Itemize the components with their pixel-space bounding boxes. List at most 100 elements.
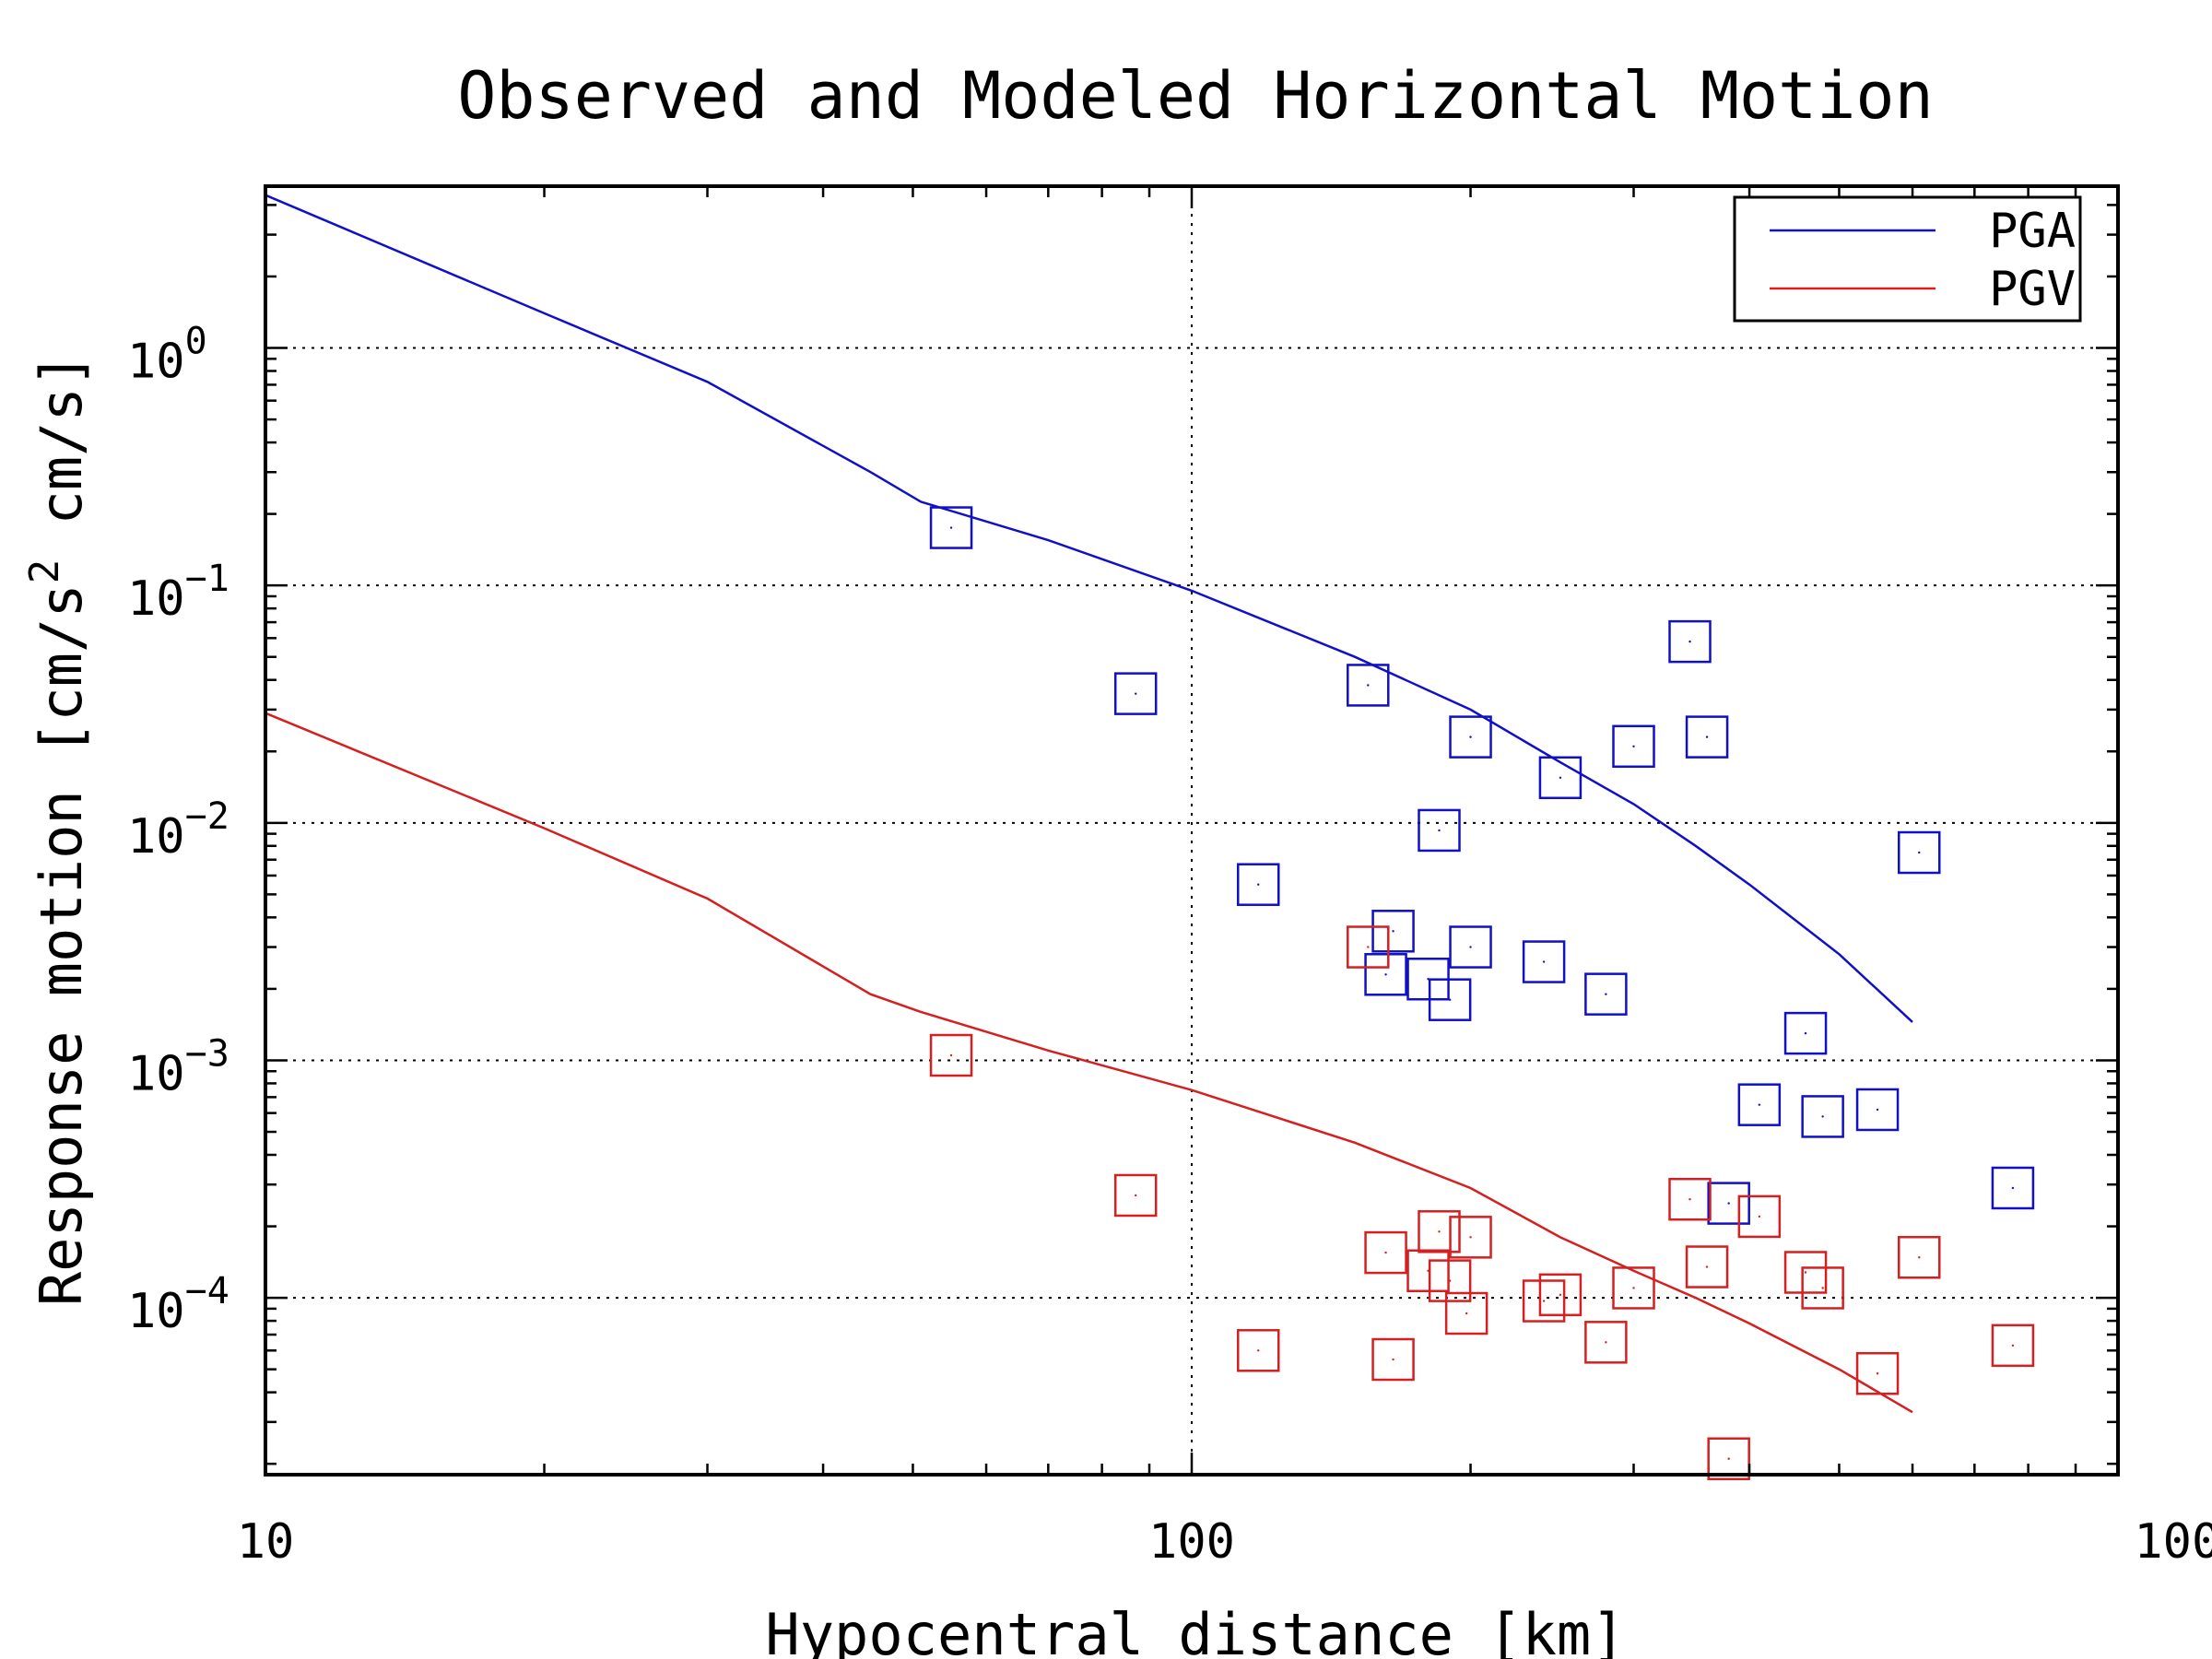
pga-observed-point [1364, 953, 1407, 996]
pga-observed-point-center [1632, 745, 1635, 748]
x-tick-label: 1000 [2134, 1514, 2212, 1570]
y-tick-label: 10−4 [127, 1270, 229, 1339]
pgv-observed-point-center [1257, 1349, 1260, 1352]
pgv-observed-point [1418, 1210, 1461, 1253]
pgv-observed-point-center [1448, 1279, 1452, 1282]
pgv-observed-point [1371, 1337, 1415, 1382]
pga-observed-point [1236, 863, 1280, 906]
pga-observed-point-center [1821, 1115, 1824, 1118]
legend-label-pga: PGA [1989, 204, 2076, 259]
pga-observed-point-center [1559, 776, 1562, 779]
x-tick-label: 10 [237, 1514, 295, 1570]
pgv-observed-point-center [949, 1053, 953, 1057]
pga-observed-point-center [1384, 973, 1387, 976]
pga-observed-point [1991, 1166, 2035, 1210]
pga-observed-point [1668, 619, 1712, 664]
pgv-observed-point-center [1727, 1457, 1730, 1460]
pgv-observed-point [1737, 1194, 1782, 1239]
pgv-observed-point-center [1465, 1312, 1468, 1315]
pga-observed-point-center [1438, 829, 1441, 832]
pga-observed-point [1737, 1083, 1782, 1126]
pga-observed-point-center [1605, 993, 1607, 995]
pgv-observed-point [1707, 1437, 1750, 1481]
pga-observed-point [1522, 940, 1566, 983]
pgv-observed-point [1444, 1291, 1488, 1335]
y-tick-label: 10−2 [127, 795, 229, 865]
y-tick-label-base: 10 [127, 571, 185, 627]
x-axis-label: Hypocentral distance [km] [765, 1601, 1625, 1659]
y-tick-label: 100 [127, 321, 207, 390]
y-tick-label: 10−3 [127, 1032, 229, 1101]
y-tick-label: 10−1 [127, 558, 229, 627]
pga-observed-point-center [1705, 735, 1709, 738]
pgv-observed-point [1855, 1351, 1900, 1395]
y-tick-label-exponent: −4 [185, 1270, 229, 1312]
pgv-observed-point [1612, 1266, 1655, 1310]
pgv-observed-point [1668, 1177, 1712, 1221]
pga-model-line [265, 194, 1913, 1023]
pgv-observed-point-center [1384, 1251, 1387, 1254]
pgv-observed-point-center [1688, 1198, 1691, 1201]
pgv-observed-point-center [2011, 1344, 2015, 1347]
pga-observed-point-center [1448, 998, 1452, 1001]
pga-observed-point [1347, 664, 1390, 707]
pgv-observed-point-center [1876, 1372, 1879, 1375]
pga-observed-point-center [1688, 640, 1691, 643]
pgv-model-line [265, 712, 1913, 1414]
pgv-observed-point [1347, 925, 1390, 969]
y-tick-label-exponent: −3 [185, 1032, 229, 1075]
pgv-observed-point [1406, 1249, 1450, 1293]
pgv-observed-point [1801, 1266, 1844, 1310]
x-tick-label: 100 [1148, 1514, 1235, 1570]
pga-observed-point-center [1469, 946, 1472, 948]
pgv-observed-point [1522, 1279, 1566, 1323]
pga-observed-point [1898, 830, 1941, 875]
pga-observed-point [1449, 925, 1492, 969]
pga-observed-point-center [1918, 851, 1921, 854]
pgv-observed-point [1898, 1236, 1941, 1279]
pga-observed-point-center [1257, 883, 1260, 886]
pga-observed-point [1584, 972, 1628, 1016]
pgv-observed-point-center [1469, 1236, 1472, 1239]
y-tick-label-base: 10 [127, 809, 185, 865]
chart-title: Observed and Modeled Horizontal Motion [457, 58, 1933, 134]
pga-observed-point-center [949, 526, 953, 529]
pga-observed-point-center [1469, 735, 1472, 738]
pgv-observed-point [1783, 1251, 1828, 1294]
pgv-observed-point [1113, 1173, 1158, 1218]
y-tick-label-base: 10 [127, 335, 185, 390]
pgv-observed-point-center [1542, 1300, 1546, 1302]
pga-observed-point-center [1758, 1103, 1761, 1106]
plot-frame [264, 184, 2120, 1477]
pga-observed-point-center [1542, 960, 1546, 963]
pga-observed-point [1113, 672, 1158, 715]
y-tick-label-base: 10 [127, 1284, 185, 1339]
pga-observed-point [1685, 715, 1729, 759]
pgv-observed-point-center [1135, 1194, 1137, 1197]
pga-observed-point-center [1727, 1202, 1730, 1205]
pga-observed-point-center [2011, 1186, 2015, 1190]
pgv-observed-point [1685, 1245, 1729, 1288]
pgv-observed-point-center [1758, 1215, 1761, 1218]
grid-lines [265, 186, 2118, 1475]
pgv-observed-point-center [1804, 1271, 1807, 1274]
plot-series [265, 194, 2035, 1481]
y-axis-label: Response motion [cm/s2 cm/s] [21, 353, 96, 1306]
pgv-observed-point-center [1367, 946, 1370, 948]
pga-observed-point [1449, 715, 1492, 759]
pga-observed-point [1707, 1182, 1750, 1225]
legend-label-pgv: PGV [1989, 262, 2076, 317]
pgv-observed-point-center [1605, 1341, 1607, 1344]
pgv-observed-point-center [1392, 1358, 1394, 1361]
pga-observed-point [1783, 1011, 1828, 1055]
pga-observed-point-center [1876, 1108, 1879, 1112]
pga-observed-point [1538, 756, 1583, 800]
pga-observed-point [1612, 724, 1655, 769]
y-tick-label-exponent: −2 [185, 795, 229, 838]
y-tick-label-exponent: −1 [185, 558, 229, 600]
pga-observed-point [1418, 808, 1461, 853]
y-tick-label-base: 10 [127, 1046, 185, 1101]
legend-box [1733, 195, 2082, 323]
